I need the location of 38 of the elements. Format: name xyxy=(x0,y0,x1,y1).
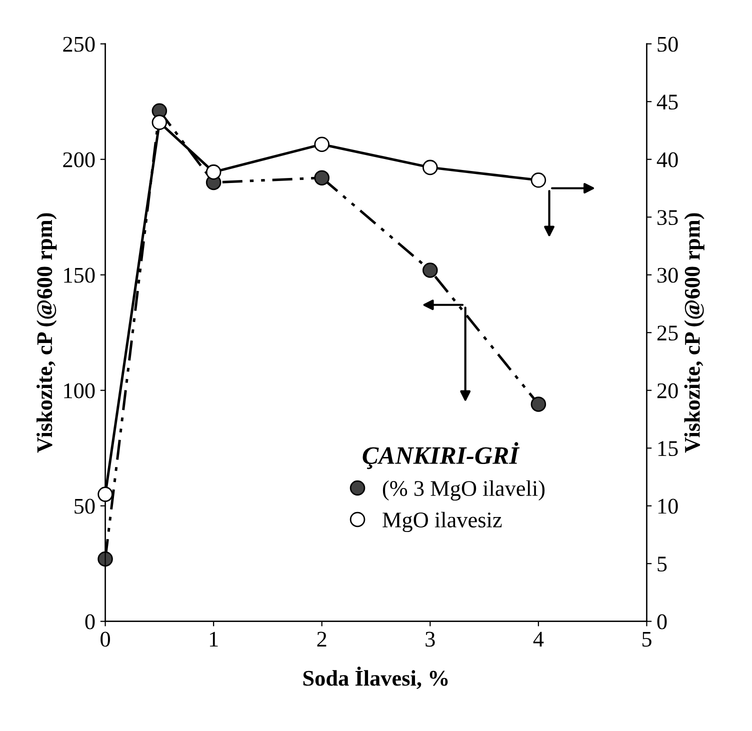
x-tick-label: 2 xyxy=(317,632,326,646)
y-axis-title: Viskozite, cP (@600 rpm) xyxy=(36,213,57,453)
x-tick-label: 4 xyxy=(533,632,544,646)
legend-label: MgO ilavesiz xyxy=(382,512,502,532)
point xyxy=(422,262,438,278)
y2-tick-label: 0 xyxy=(657,614,667,630)
point xyxy=(530,172,546,188)
y2-tick-label: 5 xyxy=(658,556,667,572)
y2-tick-label: 15 xyxy=(658,441,678,456)
point xyxy=(422,160,438,176)
point xyxy=(530,396,546,412)
y-tick-label: 250 xyxy=(63,36,95,52)
x-tick-label: 3 xyxy=(426,632,435,647)
legend-title: ÇANKIRI-GRİ xyxy=(362,442,520,470)
y-tick-label: 50 xyxy=(74,498,95,514)
y2-tick-label: 35 xyxy=(658,210,678,226)
y2-tick-label: 30 xyxy=(658,268,678,283)
y2-tick-label: 10 xyxy=(658,498,678,514)
point xyxy=(98,486,113,502)
y-tick-label: 200 xyxy=(63,152,95,168)
x-axis-title: Soda İlavesi, % xyxy=(303,666,448,690)
y2-tick-label: 25 xyxy=(657,326,678,341)
y2-tick-label: 45 xyxy=(656,94,678,110)
y2-tick-label: 40 xyxy=(656,152,678,168)
legend-label: (% 3 MgO ilaveli) xyxy=(382,480,545,501)
point xyxy=(314,136,330,152)
x-tick-label: 5 xyxy=(642,632,652,647)
y-tick-label: 150 xyxy=(64,268,95,283)
point xyxy=(314,170,330,186)
y2-tick-label: 20 xyxy=(657,383,678,398)
y-tick-label: 100 xyxy=(64,383,95,398)
y-tick-label: 0 xyxy=(85,614,95,630)
x-tick-label: 0 xyxy=(100,632,110,647)
point xyxy=(152,114,168,130)
x-tick-label: 1 xyxy=(210,632,218,646)
point xyxy=(206,164,222,180)
y2-tick-label: 50 xyxy=(658,36,678,52)
y2-axis-title: Viskozite, cP (@600 rpm) xyxy=(684,213,704,453)
